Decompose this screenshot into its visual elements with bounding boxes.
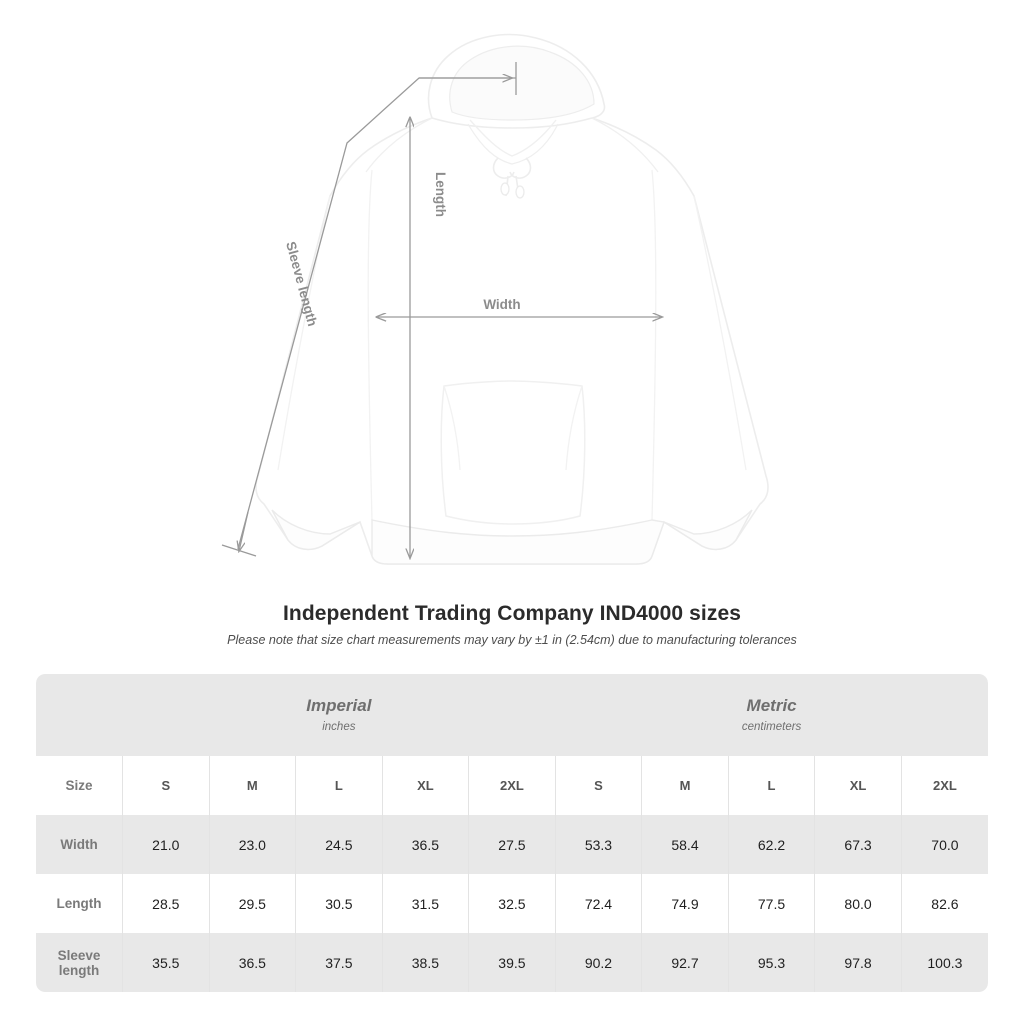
table-row: Length 28.5 29.5 30.5 31.5 32.5 72.4 74.… <box>36 874 988 933</box>
header-size-label: Size <box>36 756 123 815</box>
unit-block-imperial: Imperial inches <box>122 674 556 756</box>
cell-width-imperial-l: 24.5 <box>295 815 383 874</box>
cell-width-metric-s: 53.3 <box>554 815 642 874</box>
product-illustration: Width Length Sleeve length <box>221 33 769 565</box>
row-label-length: Length <box>36 874 123 933</box>
cell-sleeve-imperial-m: 36.5 <box>208 933 296 992</box>
armhole-left <box>367 169 373 521</box>
size-chart-table: Imperial inches Metric centimeters Size … <box>36 674 988 992</box>
unit-spacer-cell <box>36 674 123 756</box>
cuff-left <box>271 509 361 551</box>
shoulder-seam-right <box>591 117 659 173</box>
cell-sleeve-imperial-2xl: 39.5 <box>468 933 556 992</box>
cell-width-imperial-s: 21.0 <box>122 815 210 874</box>
drawstring <box>492 157 532 199</box>
pocket-opening-right <box>565 385 583 471</box>
cell-length-metric-xl: 80.0 <box>814 874 902 933</box>
tolerance-note: Please note that size chart measurements… <box>227 633 797 647</box>
hoodie-body <box>255 117 769 565</box>
sleeve-bottom-arrow <box>239 511 249 551</box>
kangaroo-pocket <box>440 380 586 525</box>
cell-length-imperial-m: 29.5 <box>208 874 296 933</box>
unit-sub-metric: centimeters <box>741 720 802 733</box>
cell-width-metric-m: 58.4 <box>641 815 729 874</box>
unit-block-metric: Metric centimeters <box>555 674 988 756</box>
cell-sleeve-imperial-xl: 38.5 <box>381 933 469 992</box>
cell-width-metric-2xl: 70.0 <box>900 815 988 874</box>
header-size-metric-2xl: 2XL <box>900 756 988 815</box>
cell-sleeve-metric-xl: 97.8 <box>814 933 902 992</box>
header-size-metric-s: S <box>554 756 642 815</box>
row-label-width: Width <box>36 815 123 874</box>
unit-name-imperial: Imperial <box>306 695 372 715</box>
row-label-sleeve-length: Sleeve length <box>36 933 123 992</box>
cell-sleeve-imperial-l: 37.5 <box>295 933 383 992</box>
chart-heading: Independent Trading Company IND4000 size… <box>0 600 1024 649</box>
table-row: Width 21.0 23.0 24.5 36.5 27.5 53.3 58.4… <box>36 815 988 874</box>
header-size-metric-l: L <box>727 756 815 815</box>
cell-sleeve-metric-l: 95.3 <box>727 933 815 992</box>
width-label: Width <box>483 297 520 312</box>
hood-fold <box>469 119 557 157</box>
cell-width-imperial-xl: 36.5 <box>381 815 469 874</box>
header-size-imperial-m: M <box>208 756 296 815</box>
cell-width-metric-l: 62.2 <box>727 815 815 874</box>
header-size-imperial-l: L <box>295 756 383 815</box>
cell-length-metric-m: 74.9 <box>641 874 729 933</box>
page-title: Independent Trading Company IND4000 size… <box>282 602 742 625</box>
hoodie-graphic <box>255 33 769 565</box>
cell-sleeve-metric-2xl: 100.3 <box>900 933 988 992</box>
cell-sleeve-metric-s: 90.2 <box>554 933 642 992</box>
shoulder-seam-left <box>365 117 433 173</box>
sleeve-seam-left <box>277 195 331 471</box>
cell-sleeve-metric-m: 92.7 <box>641 933 729 992</box>
sleeve-bottom-tick <box>221 544 257 557</box>
length-annotation: Length <box>410 118 448 558</box>
hood-inner <box>449 45 595 121</box>
pocket-opening-left <box>443 385 461 471</box>
length-label: Length <box>433 172 448 217</box>
size-header-row: Size S M L XL 2XL S M L XL 2XL <box>36 756 988 815</box>
cell-length-metric-s: 72.4 <box>554 874 642 933</box>
width-annotation: Width <box>377 297 662 317</box>
header-size-imperial-2xl: 2XL <box>468 756 556 815</box>
cell-length-imperial-2xl: 32.5 <box>468 874 556 933</box>
cell-width-metric-xl: 67.3 <box>814 815 902 874</box>
cell-length-metric-l: 77.5 <box>727 874 815 933</box>
cell-width-imperial-m: 23.0 <box>208 815 296 874</box>
header-size-imperial-s: S <box>122 756 210 815</box>
cell-length-imperial-s: 28.5 <box>122 874 210 933</box>
cell-length-imperial-xl: 31.5 <box>381 874 469 933</box>
cell-width-imperial-2xl: 27.5 <box>468 815 556 874</box>
cell-length-imperial-l: 30.5 <box>295 874 383 933</box>
unit-sub-imperial: inches <box>322 720 356 733</box>
header-size-metric-xl: XL <box>814 756 902 815</box>
waistband <box>371 519 665 565</box>
armhole-right <box>651 169 657 521</box>
size-table: Imperial inches Metric centimeters Size … <box>36 674 988 992</box>
sleeve-seam-right <box>693 195 747 471</box>
header-size-imperial-xl: XL <box>381 756 469 815</box>
table-row: Sleeve length 35.5 36.5 37.5 38.5 39.5 9… <box>36 933 988 992</box>
cell-length-metric-2xl: 82.6 <box>900 874 988 933</box>
unit-name-metric: Metric <box>746 695 797 715</box>
header-size-metric-m: M <box>641 756 729 815</box>
unit-system-row: Imperial inches Metric centimeters <box>36 674 988 756</box>
collar <box>467 123 559 165</box>
cell-sleeve-imperial-s: 35.5 <box>122 933 210 992</box>
